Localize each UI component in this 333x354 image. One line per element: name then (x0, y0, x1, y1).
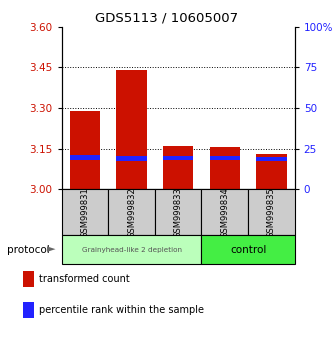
Bar (256, 158, 287, 161)
Text: ►: ► (47, 245, 56, 255)
Text: GSM999831: GSM999831 (80, 187, 90, 238)
Bar (248, 189, 295, 235)
Bar (210, 156, 240, 160)
Text: protocol: protocol (7, 245, 49, 255)
Bar (256, 154, 287, 189)
Bar (201, 235, 295, 264)
Bar (155, 189, 201, 235)
Bar (163, 156, 193, 160)
Text: GSM999833: GSM999833 (173, 187, 183, 238)
Bar (210, 147, 240, 189)
Text: GSM999835: GSM999835 (267, 187, 276, 238)
Bar (70, 155, 100, 160)
Text: GSM999832: GSM999832 (127, 187, 136, 238)
Bar (70, 111, 100, 189)
Text: control: control (230, 245, 266, 255)
Bar (163, 146, 193, 189)
Bar (117, 70, 147, 189)
Bar (108, 189, 155, 235)
Bar (62, 189, 108, 235)
Text: GSM999834: GSM999834 (220, 187, 229, 238)
Text: Grainyhead-like 2 depletion: Grainyhead-like 2 depletion (82, 247, 181, 252)
Text: GDS5113 / 10605007: GDS5113 / 10605007 (95, 11, 238, 24)
Bar (201, 189, 248, 235)
Text: percentile rank within the sample: percentile rank within the sample (39, 305, 204, 315)
Bar (117, 156, 147, 161)
Bar (62, 235, 201, 264)
Text: transformed count: transformed count (39, 274, 130, 284)
